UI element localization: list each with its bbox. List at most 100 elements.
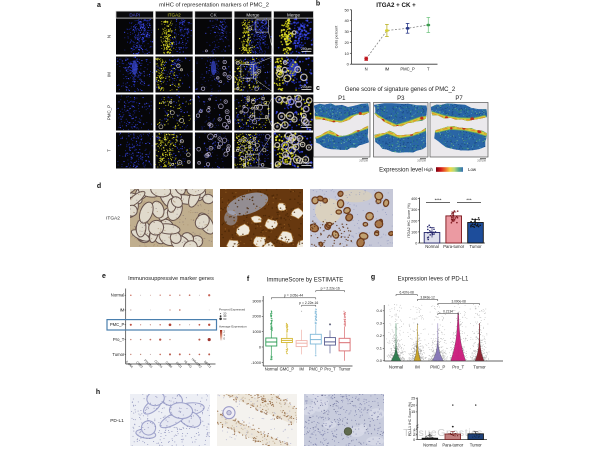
svg-text:PDCD1: PDCD1 xyxy=(143,359,154,370)
svg-text:Merge: Merge xyxy=(246,12,259,17)
svg-text:mIHC of representation markers: mIHC of representation markers of PMC_2 xyxy=(159,3,269,9)
svg-text:1000: 1000 xyxy=(252,329,261,334)
svg-text:p = 2.22e-16: p = 2.22e-16 xyxy=(321,286,340,290)
svg-text:Percent Expressed: Percent Expressed xyxy=(219,308,245,312)
svg-text:Tumor: Tumor xyxy=(339,366,351,371)
svg-text:Pro_T: Pro_T xyxy=(324,366,336,371)
svg-text:PD-L1: PD-L1 xyxy=(110,418,124,424)
svg-text:40: 40 xyxy=(344,18,349,23)
svg-text:-1000: -1000 xyxy=(251,360,262,365)
svg-text:2000: 2000 xyxy=(252,314,261,319)
svg-text:Cells percent: Cells percent xyxy=(334,25,339,49)
svg-text:HLA-G: HLA-G xyxy=(183,359,193,369)
svg-text:Normal: Normal xyxy=(111,293,125,298)
svg-text:ITGA2: ITGA2 xyxy=(106,216,120,222)
svg-text:CD274: CD274 xyxy=(153,359,163,369)
svg-text:IL4RA: IL4RA xyxy=(125,360,135,370)
svg-text:2: 2 xyxy=(223,329,225,333)
svg-text:200μm: 200μm xyxy=(301,85,312,89)
svg-text:200: 200 xyxy=(411,219,417,223)
svg-text:0: 0 xyxy=(223,337,225,341)
svg-text:25: 25 xyxy=(411,397,415,401)
svg-text:p = 2.22e-16: p = 2.22e-16 xyxy=(299,301,318,305)
svg-text:Merge: Merge xyxy=(287,12,300,17)
svg-text:b: b xyxy=(316,1,320,8)
svg-text:30: 30 xyxy=(344,29,349,34)
svg-text:***: *** xyxy=(466,198,471,203)
svg-text:Immunosuppressive marker genes: Immunosuppressive marker genes xyxy=(128,276,214,282)
svg-text:IM: IM xyxy=(385,67,390,72)
svg-text:P1: P1 xyxy=(338,96,346,102)
svg-text:Gene score of signature genes: Gene score of signature genes of PMC_2 xyxy=(345,87,456,93)
svg-text:1: 1 xyxy=(223,333,225,337)
svg-text:c: c xyxy=(316,85,320,92)
svg-text:3.000e-08: 3.000e-08 xyxy=(451,299,466,303)
svg-text:200 μm: 200 μm xyxy=(359,159,368,163)
svg-text:Normal: Normal xyxy=(423,443,437,448)
svg-text:4: 4 xyxy=(413,428,415,432)
svg-text:0: 0 xyxy=(347,62,350,67)
svg-text:PMC_P: PMC_P xyxy=(107,105,112,120)
svg-text:PMC_P: PMC_P xyxy=(430,364,445,369)
svg-text:20: 20 xyxy=(223,312,227,316)
svg-text:CK: CK xyxy=(210,12,217,17)
svg-text:IM: IM xyxy=(415,364,420,369)
svg-text:200μm: 200μm xyxy=(301,161,312,165)
svg-text:0.0: 0.0 xyxy=(376,358,382,363)
svg-text:****: **** xyxy=(435,198,442,203)
svg-text:Tumor: Tumor xyxy=(112,352,125,357)
svg-text:60: 60 xyxy=(223,317,227,321)
svg-text:3.843e-12: 3.843e-12 xyxy=(420,295,435,299)
svg-text:0.2134: 0.2134 xyxy=(443,309,453,313)
svg-text:0.3: 0.3 xyxy=(376,321,382,326)
svg-text:P7: P7 xyxy=(455,96,463,102)
svg-text:IM: IM xyxy=(120,307,125,312)
svg-text:Normal: Normal xyxy=(425,244,439,249)
svg-text:HAVCR2: HAVCR2 xyxy=(191,357,203,369)
svg-text:P3: P3 xyxy=(397,96,405,102)
svg-text:Para-tumor: Para-tumor xyxy=(442,443,464,448)
svg-text:Expression leves of PD-L1: Expression leves of PD-L1 xyxy=(398,277,469,283)
svg-text:2: 2 xyxy=(413,433,415,437)
svg-text:PMC_P: PMC_P xyxy=(400,67,415,72)
svg-text:CD86: CD86 xyxy=(165,360,174,369)
svg-text:0: 0 xyxy=(415,241,417,245)
svg-text:PMC_P: PMC_P xyxy=(110,322,125,327)
svg-text:0: 0 xyxy=(413,438,415,442)
svg-text:ITGA2: ITGA2 xyxy=(167,12,181,17)
svg-text:IM: IM xyxy=(107,72,112,77)
svg-text:20: 20 xyxy=(411,403,415,407)
svg-text:200 μm: 200 μm xyxy=(417,159,426,163)
svg-text:Normal: Normal xyxy=(265,366,278,371)
svg-text:T: T xyxy=(107,149,112,152)
svg-text:0.4: 0.4 xyxy=(376,308,382,313)
svg-text:PMC_P: PMC_P xyxy=(309,366,323,371)
svg-text:Pro_T: Pro_T xyxy=(452,364,464,369)
svg-text:ImmuneScore by ESTIMATE: ImmuneScore by ESTIMATE xyxy=(267,278,344,284)
svg-text:Para-tumor: Para-tumor xyxy=(443,244,465,249)
svg-text:0.2: 0.2 xyxy=(376,333,382,338)
svg-text:15: 15 xyxy=(411,410,415,414)
svg-text:N: N xyxy=(107,35,112,38)
svg-text:Average Expression: Average Expression xyxy=(219,325,247,329)
svg-text:IM: IM xyxy=(299,366,304,371)
svg-text:IDO1: IDO1 xyxy=(175,361,183,369)
svg-text:100: 100 xyxy=(411,230,417,234)
svg-text:N: N xyxy=(365,67,368,72)
svg-text:40: 40 xyxy=(223,314,227,318)
svg-text:ITGA2 + CK +: ITGA2 + CK + xyxy=(376,2,416,9)
svg-text:High: High xyxy=(424,167,434,172)
svg-text:MRC1: MRC1 xyxy=(203,360,212,369)
svg-text:200μm: 200μm xyxy=(301,123,312,127)
svg-text:400: 400 xyxy=(411,197,417,201)
svg-text:300: 300 xyxy=(411,208,417,212)
svg-text:6.437e-08: 6.437e-08 xyxy=(399,290,414,294)
svg-text:200 μm: 200 μm xyxy=(477,159,486,163)
svg-text:DAPI: DAPI xyxy=(129,12,140,17)
svg-text:PD-L1 IHC Score (%): PD-L1 IHC Score (%) xyxy=(408,402,412,436)
svg-text:Pro_T: Pro_T xyxy=(113,337,125,342)
svg-text:CD22: CD22 xyxy=(135,360,144,369)
svg-text:e: e xyxy=(102,273,106,280)
svg-text:Tumor: Tumor xyxy=(473,364,486,369)
svg-text:50: 50 xyxy=(344,7,349,12)
